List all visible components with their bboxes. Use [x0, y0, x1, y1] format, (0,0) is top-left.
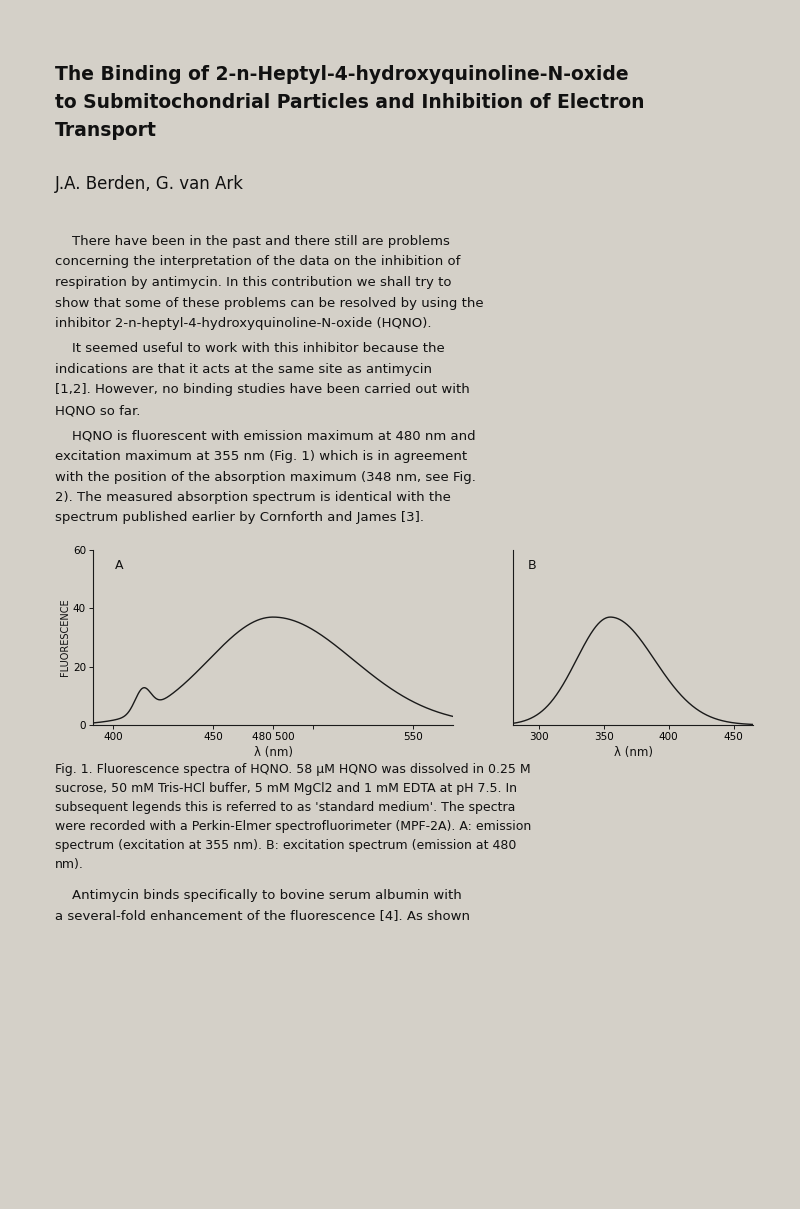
- Y-axis label: FLUORESCENCE: FLUORESCENCE: [60, 598, 70, 676]
- Text: spectrum published earlier by Cornforth and James [3].: spectrum published earlier by Cornforth …: [55, 511, 424, 525]
- Text: respiration by antimycin. In this contribution we shall try to: respiration by antimycin. In this contri…: [55, 276, 451, 289]
- Text: HQNO is fluorescent with emission maximum at 480 nm and: HQNO is fluorescent with emission maximu…: [55, 429, 476, 442]
- Text: A: A: [114, 559, 123, 572]
- Text: [1,2]. However, no binding studies have been carried out with: [1,2]. However, no binding studies have …: [55, 383, 470, 397]
- Text: Transport: Transport: [55, 121, 157, 140]
- Text: sucrose, 50 mM Tris-HCl buffer, 5 mM MgCl2 and 1 mM EDTA at pH 7.5. In: sucrose, 50 mM Tris-HCl buffer, 5 mM MgC…: [55, 782, 517, 796]
- Text: 2). The measured absorption spectrum is identical with the: 2). The measured absorption spectrum is …: [55, 491, 451, 504]
- Text: Antimycin binds specifically to bovine serum albumin with: Antimycin binds specifically to bovine s…: [55, 889, 462, 902]
- Text: concerning the interpretation of the data on the inhibition of: concerning the interpretation of the dat…: [55, 255, 460, 268]
- Text: were recorded with a Perkin-Elmer spectrofluorimeter (MPF-2A). A: emission: were recorded with a Perkin-Elmer spectr…: [55, 820, 531, 833]
- Text: spectrum (excitation at 355 nm). B: excitation spectrum (emission at 480: spectrum (excitation at 355 nm). B: exci…: [55, 839, 516, 852]
- Text: There have been in the past and there still are problems: There have been in the past and there st…: [55, 235, 450, 248]
- Text: B: B: [527, 559, 536, 572]
- X-axis label: λ (nm): λ (nm): [614, 746, 653, 759]
- Text: Fig. 1. Fluorescence spectra of HQNO. 58 μM HQNO was dissolved in 0.25 M: Fig. 1. Fluorescence spectra of HQNO. 58…: [55, 763, 530, 776]
- Text: HQNO so far.: HQNO so far.: [55, 404, 140, 417]
- Text: The Binding of 2-n-Heptyl-4-hydroxyquinoline-N-oxide: The Binding of 2-n-Heptyl-4-hydroxyquino…: [55, 65, 629, 83]
- Text: inhibitor 2-n-heptyl-4-hydroxyquinoline-N-oxide (HQNO).: inhibitor 2-n-heptyl-4-hydroxyquinoline-…: [55, 317, 431, 330]
- Text: J.A. Berden, G. van Ark: J.A. Berden, G. van Ark: [55, 175, 244, 193]
- Text: subsequent legends this is referred to as 'standard medium'. The spectra: subsequent legends this is referred to a…: [55, 802, 515, 814]
- Text: a several-fold enhancement of the fluorescence [4]. As shown: a several-fold enhancement of the fluore…: [55, 909, 470, 922]
- Text: nm).: nm).: [55, 858, 84, 870]
- Text: excitation maximum at 355 nm (Fig. 1) which is in agreement: excitation maximum at 355 nm (Fig. 1) wh…: [55, 450, 467, 463]
- Text: show that some of these problems can be resolved by using the: show that some of these problems can be …: [55, 296, 484, 310]
- Text: indications are that it acts at the same site as antimycin: indications are that it acts at the same…: [55, 363, 432, 376]
- Text: It seemed useful to work with this inhibitor because the: It seemed useful to work with this inhib…: [55, 342, 445, 355]
- X-axis label: λ (nm): λ (nm): [254, 746, 293, 759]
- Text: with the position of the absorption maximum (348 nm, see Fig.: with the position of the absorption maxi…: [55, 470, 476, 484]
- Text: to Submitochondrial Particles and Inhibition of Electron: to Submitochondrial Particles and Inhibi…: [55, 93, 645, 112]
